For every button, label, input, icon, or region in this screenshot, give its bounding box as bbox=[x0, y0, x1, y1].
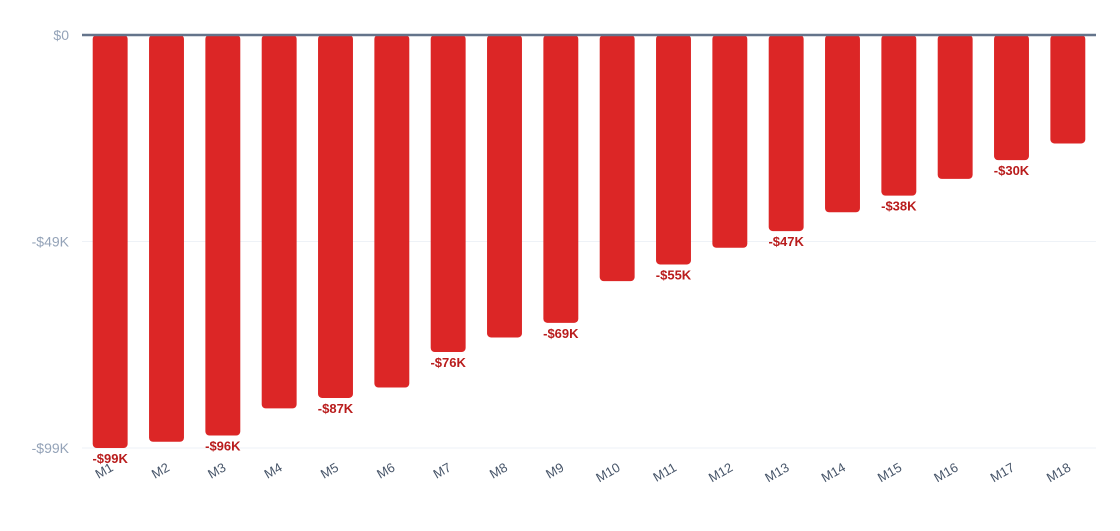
x-tick-label: M10 bbox=[593, 460, 622, 486]
x-tick-label: M16 bbox=[931, 460, 960, 486]
data-label: -$30K bbox=[994, 163, 1030, 178]
bars bbox=[92, 35, 1086, 448]
data-label: -$38K bbox=[881, 199, 917, 214]
x-tick-label: M5 bbox=[318, 460, 341, 482]
bar bbox=[430, 35, 466, 353]
bar bbox=[205, 35, 241, 436]
bar bbox=[149, 35, 184, 442]
x-tick-label: M6 bbox=[374, 460, 397, 482]
bar bbox=[768, 35, 804, 232]
bar bbox=[881, 35, 917, 196]
y-axis: $0 -$49K -$99K bbox=[32, 27, 70, 456]
bar bbox=[656, 35, 691, 265]
bar bbox=[712, 35, 748, 248]
x-tick-label: M9 bbox=[543, 460, 566, 482]
bar bbox=[374, 35, 410, 388]
data-label: -$76K bbox=[430, 355, 466, 370]
x-tick-label: M15 bbox=[875, 460, 904, 486]
x-tick-label: M3 bbox=[205, 460, 228, 482]
bar bbox=[487, 35, 522, 338]
bar bbox=[599, 35, 635, 282]
x-tick-label: M14 bbox=[819, 460, 848, 486]
bar bbox=[937, 35, 973, 179]
data-label: -$47K bbox=[768, 234, 804, 249]
data-label: -$99K bbox=[92, 451, 128, 466]
data-label: -$55K bbox=[656, 267, 692, 282]
x-tick-label: M2 bbox=[149, 460, 172, 482]
bar bbox=[543, 35, 579, 323]
x-tick-label: M12 bbox=[706, 460, 735, 486]
bar bbox=[825, 35, 860, 213]
x-tick-label: M17 bbox=[988, 460, 1017, 486]
x-tick-label: M18 bbox=[1044, 460, 1073, 486]
data-label: -$96K bbox=[205, 438, 241, 453]
x-tick-label: M11 bbox=[650, 460, 679, 485]
data-label: -$87K bbox=[318, 401, 354, 416]
x-tick-label: M8 bbox=[487, 460, 510, 482]
y-tick-label: -$99K bbox=[32, 440, 70, 456]
y-tick-label: $0 bbox=[53, 27, 69, 43]
data-label: -$69K bbox=[543, 326, 579, 341]
data-labels: -$99K -$96K -$87K -$76K -$69K -$55K -$47K -$38K… bbox=[92, 163, 1029, 466]
x-axis: M1 M2 M3 M4 M5 M6 M7 M8 M9 M10 M11 M12 M13 M14 M15 M16 M… bbox=[93, 460, 1074, 486]
bar bbox=[318, 35, 353, 398]
bar bbox=[92, 35, 128, 448]
y-tick-label: -$49K bbox=[32, 234, 70, 250]
bar bbox=[261, 35, 297, 409]
x-tick-label: M13 bbox=[762, 460, 791, 486]
bar bbox=[1050, 35, 1086, 144]
x-tick-label: M7 bbox=[431, 460, 454, 482]
bar bbox=[994, 35, 1029, 161]
x-tick-label: M4 bbox=[262, 460, 285, 482]
grid-lines bbox=[82, 241, 1096, 449]
